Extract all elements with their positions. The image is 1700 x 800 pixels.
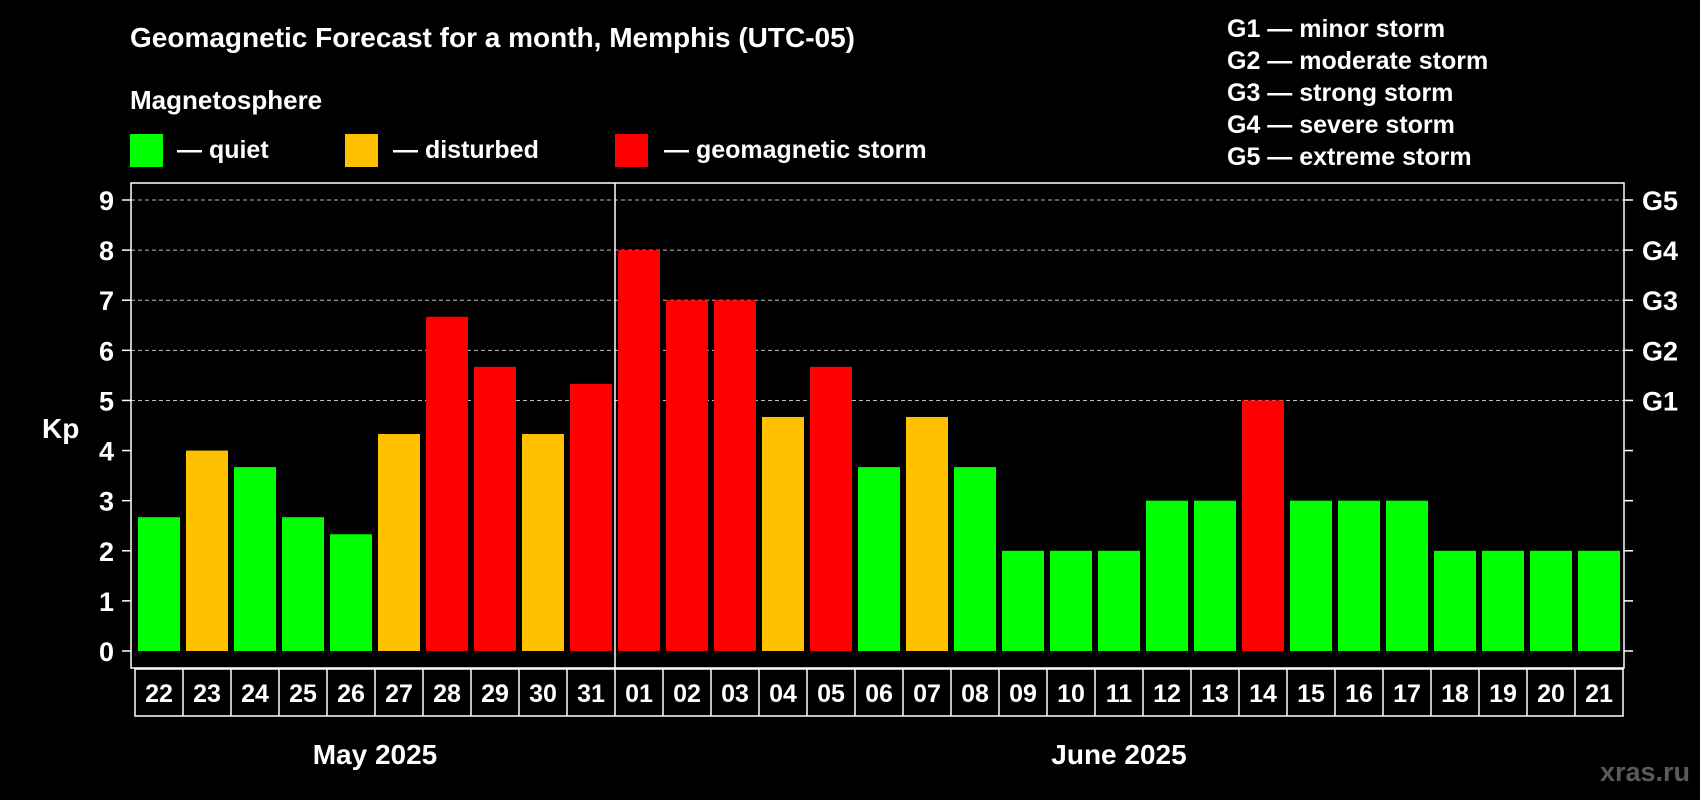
legend-swatch-quiet bbox=[130, 134, 163, 167]
x-tick-label-25: 16 bbox=[1345, 680, 1373, 708]
x-tick-label-24: 15 bbox=[1297, 680, 1325, 708]
y-tick-label-8: 8 bbox=[99, 236, 114, 266]
bar-24 bbox=[1290, 500, 1332, 651]
x-tick-label-22: 13 bbox=[1201, 680, 1229, 708]
bar-23 bbox=[1242, 400, 1284, 651]
x-tick-label-30: 21 bbox=[1585, 680, 1613, 708]
x-tick-label-29: 20 bbox=[1537, 680, 1565, 708]
x-tick-label-13: 04 bbox=[769, 680, 797, 708]
right-axis-label-g4: G4 bbox=[1642, 236, 1678, 266]
chart-title: Geomagnetic Forecast for a month, Memphi… bbox=[130, 22, 855, 53]
bar-20 bbox=[1098, 550, 1140, 651]
x-tick-label-0: 22 bbox=[145, 680, 173, 708]
bar-30 bbox=[1578, 550, 1620, 651]
bar-27 bbox=[1434, 550, 1476, 651]
bar-7 bbox=[474, 366, 516, 651]
x-tick-label-26: 17 bbox=[1393, 680, 1421, 708]
x-tick-label-28: 19 bbox=[1489, 680, 1517, 708]
x-tick-label-8: 30 bbox=[529, 680, 557, 708]
right-axis-label-g2: G2 bbox=[1642, 336, 1678, 366]
x-tick-label-14: 05 bbox=[817, 680, 845, 708]
legend-swatch-storm bbox=[615, 134, 648, 167]
right-axis-label-g3: G3 bbox=[1642, 286, 1678, 316]
g-scale-g2: G2 — moderate storm bbox=[1227, 47, 1488, 75]
bar-28 bbox=[1482, 550, 1524, 651]
y-tick-label-4: 4 bbox=[99, 437, 114, 467]
x-tick-label-2: 24 bbox=[241, 680, 269, 708]
x-tick-label-19: 10 bbox=[1057, 680, 1085, 708]
legend-label-disturbed: — disturbed bbox=[393, 136, 539, 164]
plot-frame bbox=[130, 182, 1625, 669]
bar-19 bbox=[1050, 550, 1092, 651]
x-tick-label-20: 11 bbox=[1106, 680, 1133, 708]
x-tick-label-4: 26 bbox=[337, 680, 365, 708]
y-tick-label-3: 3 bbox=[99, 487, 114, 517]
g-scale-g3: G3 — strong storm bbox=[1227, 79, 1453, 107]
watermark: xras.ru bbox=[1600, 757, 1690, 787]
bar-1 bbox=[186, 450, 228, 651]
x-tick-label-21: 12 bbox=[1153, 680, 1181, 708]
g-scale-g1: G1 — minor storm bbox=[1227, 15, 1445, 43]
bar-11 bbox=[666, 300, 708, 651]
bar-6 bbox=[426, 316, 468, 651]
bar-2 bbox=[234, 467, 276, 651]
y-tick-label-5: 5 bbox=[99, 386, 114, 416]
y-tick-label-9: 9 bbox=[99, 186, 114, 216]
bar-14 bbox=[810, 366, 852, 651]
x-tick-label-10: 01 bbox=[625, 680, 653, 708]
bar-26 bbox=[1386, 500, 1428, 651]
g-scale-g4: G4 — severe storm bbox=[1227, 111, 1455, 139]
x-tick-label-15: 06 bbox=[865, 680, 893, 708]
bar-9 bbox=[570, 383, 612, 651]
x-tick-label-18: 09 bbox=[1009, 680, 1037, 708]
bar-25 bbox=[1338, 500, 1380, 651]
month-label-1: June 2025 bbox=[1051, 739, 1186, 770]
bar-12 bbox=[714, 300, 756, 651]
x-tick-label-12: 03 bbox=[721, 680, 749, 708]
x-tick-label-3: 25 bbox=[289, 680, 317, 708]
y-tick-label-1: 1 bbox=[99, 587, 114, 617]
bar-5 bbox=[378, 434, 420, 651]
x-tick-label-9: 31 bbox=[577, 680, 605, 708]
right-axis-label-g5: G5 bbox=[1642, 186, 1678, 216]
g-scale-g5: G5 — extreme storm bbox=[1227, 143, 1472, 171]
x-tick-label-1: 23 bbox=[193, 680, 221, 708]
bar-15 bbox=[858, 467, 900, 651]
bar-13 bbox=[762, 416, 804, 651]
x-tick-label-6: 28 bbox=[433, 680, 461, 708]
legend-label-storm: — geomagnetic storm bbox=[664, 136, 927, 164]
bar-29 bbox=[1530, 550, 1572, 651]
y-tick-label-0: 0 bbox=[99, 637, 114, 667]
y-tick-label-7: 7 bbox=[99, 286, 114, 316]
month-label-0: May 2025 bbox=[313, 739, 438, 770]
right-axis-label-g1: G1 bbox=[1642, 386, 1678, 416]
bar-0 bbox=[138, 517, 180, 651]
bar-16 bbox=[906, 416, 948, 651]
legend-swatch-disturbed bbox=[345, 134, 378, 167]
x-tick-label-5: 27 bbox=[385, 680, 413, 708]
x-tick-label-17: 08 bbox=[961, 680, 989, 708]
legend-heading: Magnetosphere bbox=[130, 85, 322, 115]
bar-21 bbox=[1146, 500, 1188, 651]
bar-4 bbox=[330, 534, 372, 651]
x-tick-label-27: 18 bbox=[1441, 680, 1469, 708]
bar-22 bbox=[1194, 500, 1236, 651]
x-axis-date-frame bbox=[134, 668, 1624, 717]
x-tick-label-11: 02 bbox=[673, 680, 701, 708]
legend-label-quiet: — quiet bbox=[177, 136, 269, 164]
x-tick-label-23: 14 bbox=[1249, 680, 1277, 708]
y-tick-label-2: 2 bbox=[99, 537, 114, 567]
y-axis-label: Kp bbox=[42, 413, 79, 444]
bar-8 bbox=[522, 434, 564, 651]
bar-10 bbox=[618, 250, 660, 651]
x-tick-label-7: 29 bbox=[481, 680, 509, 708]
bar-18 bbox=[1002, 550, 1044, 651]
x-tick-label-16: 07 bbox=[913, 680, 941, 708]
y-tick-label-6: 6 bbox=[99, 336, 114, 366]
bar-17 bbox=[954, 467, 996, 651]
bar-3 bbox=[282, 517, 324, 651]
